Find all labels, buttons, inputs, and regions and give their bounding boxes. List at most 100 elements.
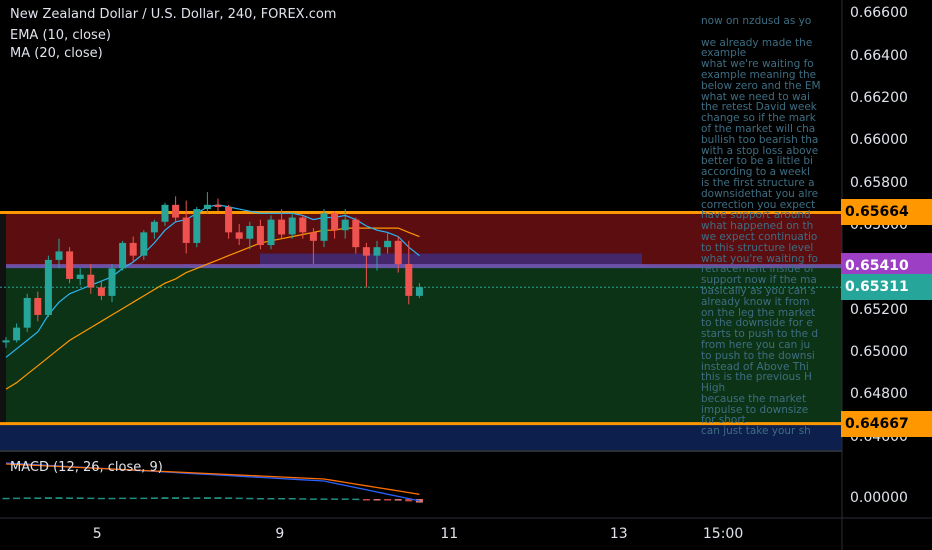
candle-body [384, 240, 392, 248]
note-line: to the downside for e [701, 317, 813, 330]
macd-tick-label: 0.00000 [850, 490, 908, 506]
note-line: change so if the mark [701, 112, 816, 125]
macd-histogram-bar [66, 497, 74, 499]
purple-zone [260, 253, 642, 266]
macd-histogram-bar [119, 497, 127, 500]
note-line: correction you expect [701, 198, 816, 211]
candle-body [309, 232, 317, 241]
candle-body [203, 204, 211, 210]
candle-body [66, 251, 74, 279]
candle-body [129, 242, 137, 256]
candle-body [214, 204, 222, 207]
macd-histogram-bar [320, 498, 328, 500]
time-tick-label: 13 [609, 526, 628, 542]
macd-histogram-bar [394, 499, 402, 501]
macd-histogram-bar [55, 497, 63, 499]
note-line: to push to the downsi [701, 349, 815, 362]
time-tick-label: 15:00 [702, 526, 744, 542]
note-line: High [701, 382, 726, 395]
note-line: impulse to downsize [701, 403, 809, 416]
macd-histogram-bar [13, 497, 21, 500]
note-line: now on nzdusd as yo [701, 16, 812, 27]
candle-body [150, 221, 158, 233]
candle-body [288, 217, 296, 235]
candle-body [76, 274, 84, 279]
candle-body [256, 226, 264, 246]
candle-body [278, 219, 286, 235]
macd-histogram-bar [161, 497, 169, 499]
note-line: already know it from [701, 295, 810, 308]
macd-histogram-bar [203, 497, 211, 499]
idea-note-text: now on nzdusd as yo we already made the e… [701, 16, 839, 450]
note-line: to this structure level [701, 241, 814, 254]
candle-body [23, 298, 31, 328]
candle-body [225, 206, 233, 233]
macd-histogram-bar [97, 497, 105, 500]
macd-histogram-bar [256, 498, 264, 500]
candle-body [97, 287, 105, 296]
candle-body [13, 327, 21, 341]
note-line: because the market [701, 392, 807, 405]
note-line: what you're waiting fo [701, 252, 818, 265]
macd-histogram-bar [44, 497, 52, 499]
note-line: example meaning the [701, 68, 817, 81]
time-tick-label: 11 [440, 526, 459, 542]
ma-legend: MA (20, close) [10, 46, 103, 61]
note-line: we already made the [701, 36, 813, 49]
candle-body [172, 204, 180, 218]
note-line: with a stop loss above [701, 144, 819, 157]
price-tag: 0.65664 [841, 199, 932, 226]
macd-histogram-bar [87, 497, 95, 500]
note-line: better to be a little bi [701, 155, 813, 168]
note-line: the retest David week [701, 101, 817, 114]
candle-body [394, 240, 402, 265]
ema-line [5, 204, 420, 358]
note-line: instead of Above Thi [701, 360, 809, 373]
macd-histogram-bar [34, 497, 42, 499]
note-line: support now if the ma [701, 274, 817, 287]
macd-histogram-bar [108, 497, 116, 500]
note-line: can just take your sh [701, 425, 811, 438]
macd-histogram-bar [172, 497, 180, 499]
macd-histogram-bar [246, 497, 254, 500]
note-line: what we're waiting fo [701, 58, 814, 71]
note-line [701, 27, 839, 38]
note-line: downsidethat you alre [701, 187, 819, 200]
macd-histogram-bar [278, 498, 286, 500]
note-line: below zero and the EM [701, 79, 821, 92]
lower-band-zone [0, 423, 842, 450]
note-line: retracement inside of [701, 263, 814, 276]
note-line: this is the previous H [701, 371, 812, 384]
candle-body [182, 217, 190, 243]
macd-histogram-bar [235, 497, 243, 500]
macd-histogram-bar [362, 499, 370, 501]
candle-body [55, 251, 63, 260]
macd-histogram-bar [352, 498, 360, 501]
price-tick-label: 0.65200 [850, 301, 908, 318]
candle-body [246, 226, 254, 239]
macd-histogram-bar [214, 497, 222, 499]
note-line: according to a weekl [701, 166, 810, 179]
note-line: is the first structure a [701, 176, 815, 189]
candle-body [352, 219, 360, 248]
macd-histogram-bar [225, 497, 233, 499]
candle-body [140, 232, 148, 256]
price-tick-label: 0.66600 [850, 5, 908, 22]
candle-body [331, 213, 339, 231]
macd-signal-line [5, 463, 420, 495]
ma-line [5, 227, 420, 390]
candle-body [267, 219, 275, 246]
purple-line [0, 264, 842, 269]
note-line: we expect continuatio [701, 230, 818, 243]
price-tick-label: 0.65800 [850, 174, 908, 191]
note-line: starts to push to the d [701, 328, 819, 341]
note-line: bullish too bearish tha [701, 133, 819, 146]
candle-body [2, 340, 10, 343]
candle-body [405, 264, 413, 296]
macd-histogram-bar [267, 498, 275, 500]
note-line: what happened on th [701, 220, 814, 233]
macd-histogram-bar [129, 497, 137, 500]
macd-histogram-bar [2, 497, 10, 500]
